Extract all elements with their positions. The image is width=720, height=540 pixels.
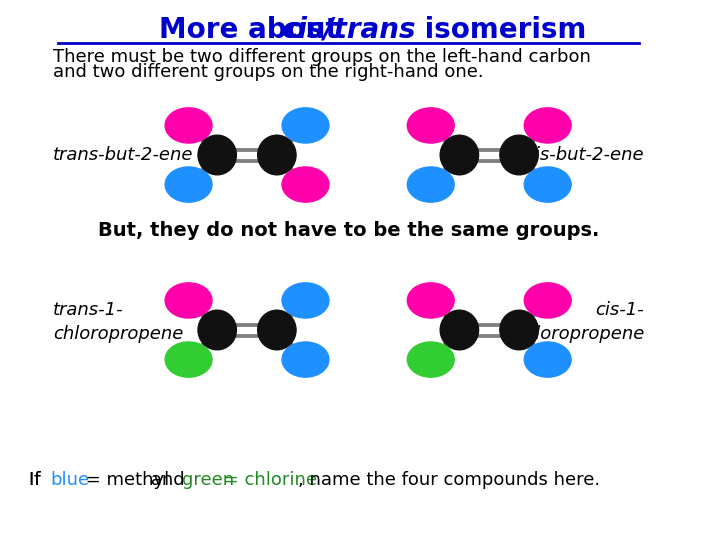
Text: trans-but-2-ene: trans-but-2-ene — [53, 146, 194, 164]
Ellipse shape — [524, 167, 571, 202]
Text: = chlorine: = chlorine — [218, 471, 317, 489]
Ellipse shape — [282, 283, 329, 318]
Ellipse shape — [408, 167, 454, 202]
Ellipse shape — [524, 283, 571, 318]
Ellipse shape — [282, 167, 329, 202]
Ellipse shape — [408, 342, 454, 377]
Ellipse shape — [524, 342, 571, 377]
Text: , name the four compounds here.: , name the four compounds here. — [298, 471, 600, 489]
Text: isomerism: isomerism — [415, 16, 586, 44]
Text: But, they do not have to be the same groups.: But, they do not have to be the same gro… — [98, 220, 600, 240]
Circle shape — [440, 310, 479, 350]
Circle shape — [198, 310, 236, 350]
Ellipse shape — [282, 108, 329, 143]
Text: and two different groups on the right-hand one.: and two different groups on the right-ha… — [53, 63, 484, 81]
Text: cis-but-2-ene: cis-but-2-ene — [526, 146, 644, 164]
Circle shape — [500, 135, 539, 175]
Ellipse shape — [282, 342, 329, 377]
Circle shape — [258, 310, 296, 350]
Ellipse shape — [165, 167, 212, 202]
Circle shape — [258, 135, 296, 175]
Text: If: If — [29, 471, 46, 489]
Ellipse shape — [524, 108, 571, 143]
Ellipse shape — [408, 283, 454, 318]
Text: = methyl: = methyl — [80, 471, 169, 489]
Text: cis/trans: cis/trans — [282, 16, 416, 44]
Text: blue: blue — [51, 471, 90, 489]
Text: There must be two different groups on the left-hand carbon: There must be two different groups on th… — [53, 48, 591, 66]
Text: cis-1-
chloropropene: cis-1- chloropropene — [514, 301, 644, 343]
Ellipse shape — [408, 108, 454, 143]
Text: trans-1-
chloropropene: trans-1- chloropropene — [53, 301, 184, 343]
Ellipse shape — [165, 342, 212, 377]
Text: green: green — [181, 471, 234, 489]
Circle shape — [500, 310, 539, 350]
Circle shape — [440, 135, 479, 175]
Text: More about: More about — [159, 16, 348, 44]
Text: If: If — [29, 471, 46, 489]
Text: and: and — [145, 471, 191, 489]
Ellipse shape — [165, 108, 212, 143]
Ellipse shape — [165, 283, 212, 318]
Circle shape — [198, 135, 236, 175]
